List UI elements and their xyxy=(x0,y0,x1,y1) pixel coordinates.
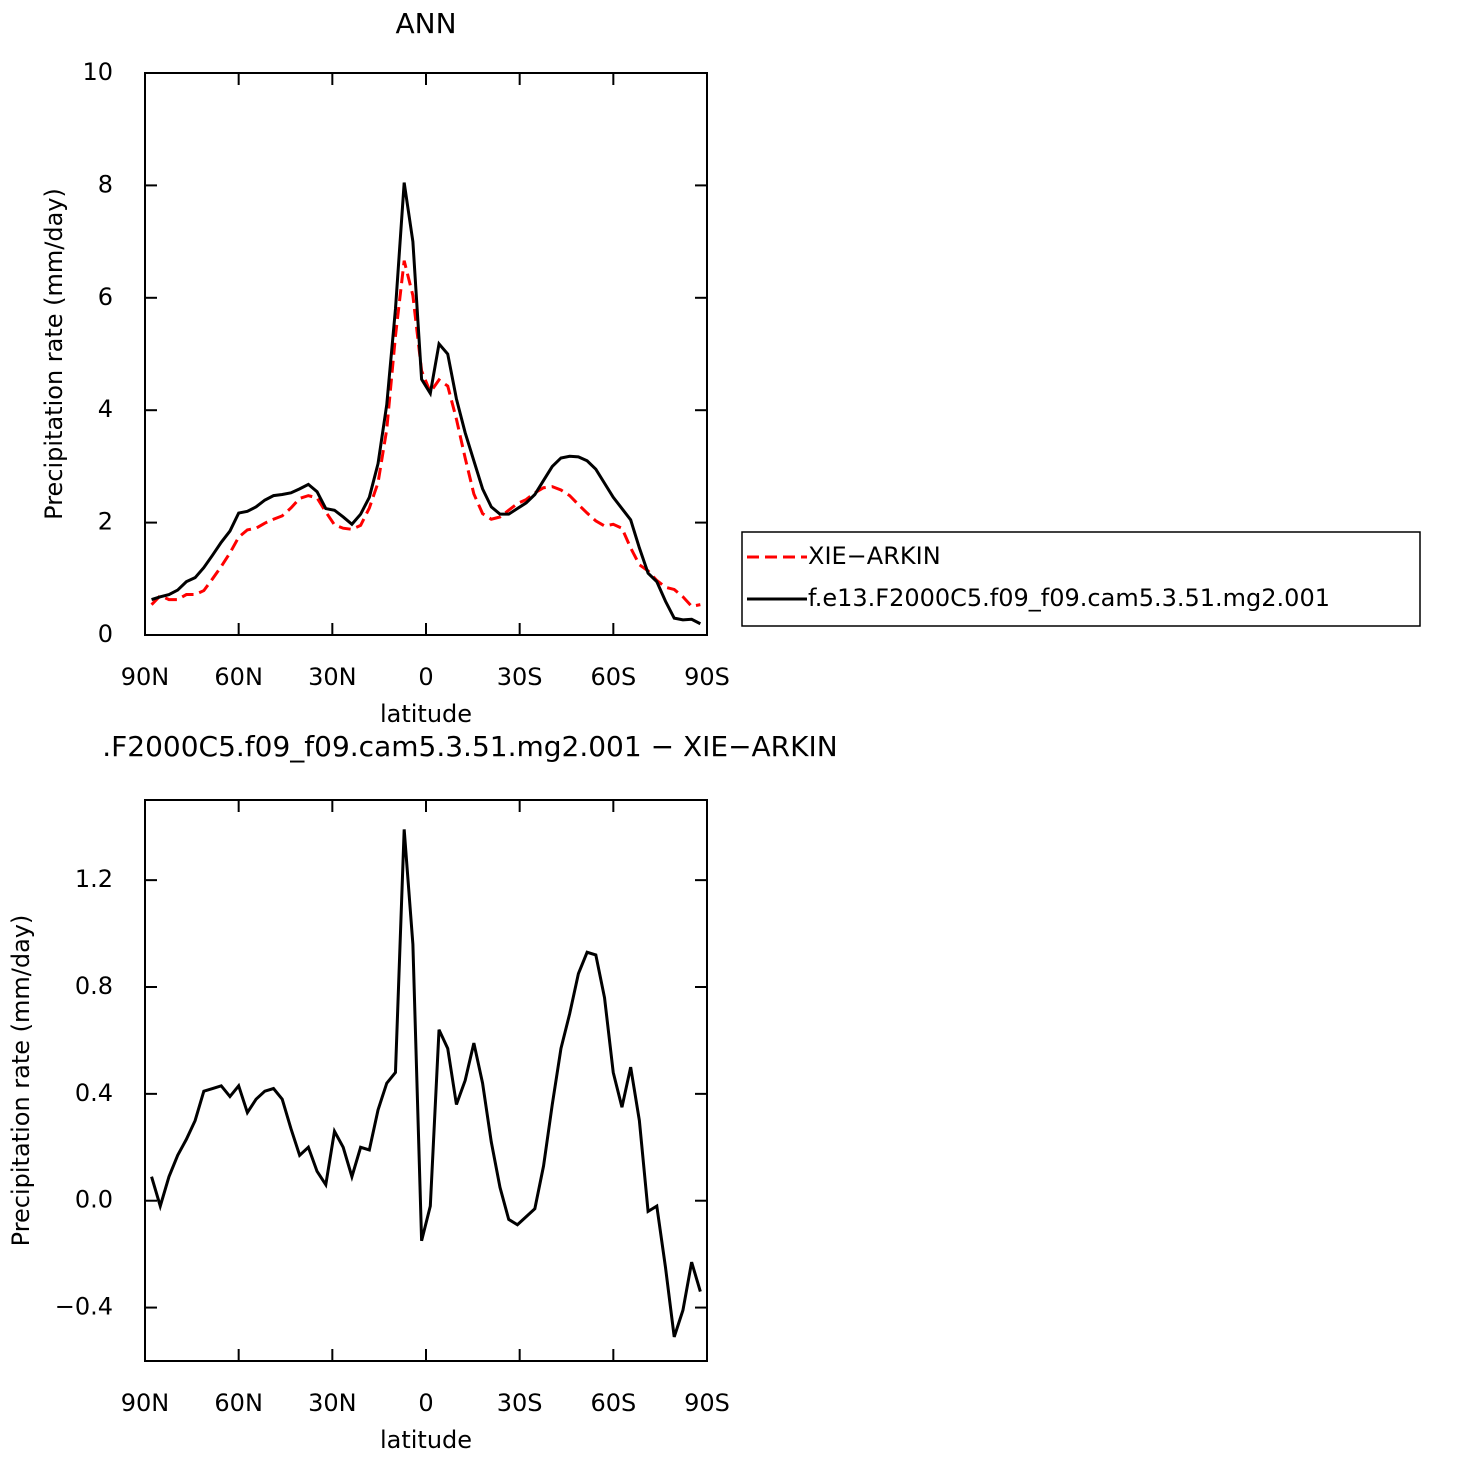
plot-frame xyxy=(144,72,708,636)
x-tick-label: 30N xyxy=(308,1389,357,1417)
y-tick-label: 1.2 xyxy=(75,865,113,893)
x-tick-label: 0 xyxy=(418,1389,433,1417)
x-tick-label: 30S xyxy=(497,1389,543,1417)
y-tick-label: 4 xyxy=(98,395,113,423)
x-axis-label: latitude xyxy=(380,700,472,728)
data-line xyxy=(151,182,702,626)
x-tick-label: 90S xyxy=(684,663,730,691)
y-tick-label: 2 xyxy=(98,508,113,536)
y-tick-label: 6 xyxy=(98,283,113,311)
y-axis-label: Precipitation rate (mm/day) xyxy=(40,188,68,520)
data-line xyxy=(150,829,702,1338)
y-tick-label: 0 xyxy=(98,620,113,648)
x-tick-label: 90N xyxy=(121,1389,170,1417)
x-axis-label: latitude xyxy=(380,1426,472,1454)
y-tick-label: 8 xyxy=(98,170,113,198)
y-tick-label: 10 xyxy=(82,58,113,86)
x-tick-label: 90N xyxy=(121,663,170,691)
x-tick-label: 60N xyxy=(214,663,263,691)
y-axis-label: Precipitation rate (mm/day) xyxy=(7,915,35,1247)
y-tick-label: 0.0 xyxy=(75,1186,113,1214)
chart-title: ANN xyxy=(395,7,456,40)
x-tick-label: 30S xyxy=(497,663,543,691)
x-tick-label: 30N xyxy=(308,663,357,691)
x-tick-label: 90S xyxy=(684,1389,730,1417)
data-line xyxy=(150,260,701,608)
x-tick-label: 60N xyxy=(214,1389,263,1417)
x-tick-label: 0 xyxy=(418,663,433,691)
y-tick-label: −0.4 xyxy=(55,1293,113,1321)
y-tick-label: 0.8 xyxy=(75,972,113,1000)
plot-frame xyxy=(144,799,708,1362)
x-tick-label: 60S xyxy=(590,1389,636,1417)
chart-title: .F2000C5.f09_f09.cam5.3.51.mg2.001 − XIE… xyxy=(102,730,837,763)
x-tick-label: 60S xyxy=(590,663,636,691)
legend-label: f.e13.F2000C5.f09_f09.cam5.3.51.mg2.001 xyxy=(808,584,1330,612)
legend-box xyxy=(741,531,1421,627)
y-tick-label: 0.4 xyxy=(75,1079,113,1107)
legend-label: XIE−ARKIN xyxy=(808,542,941,570)
